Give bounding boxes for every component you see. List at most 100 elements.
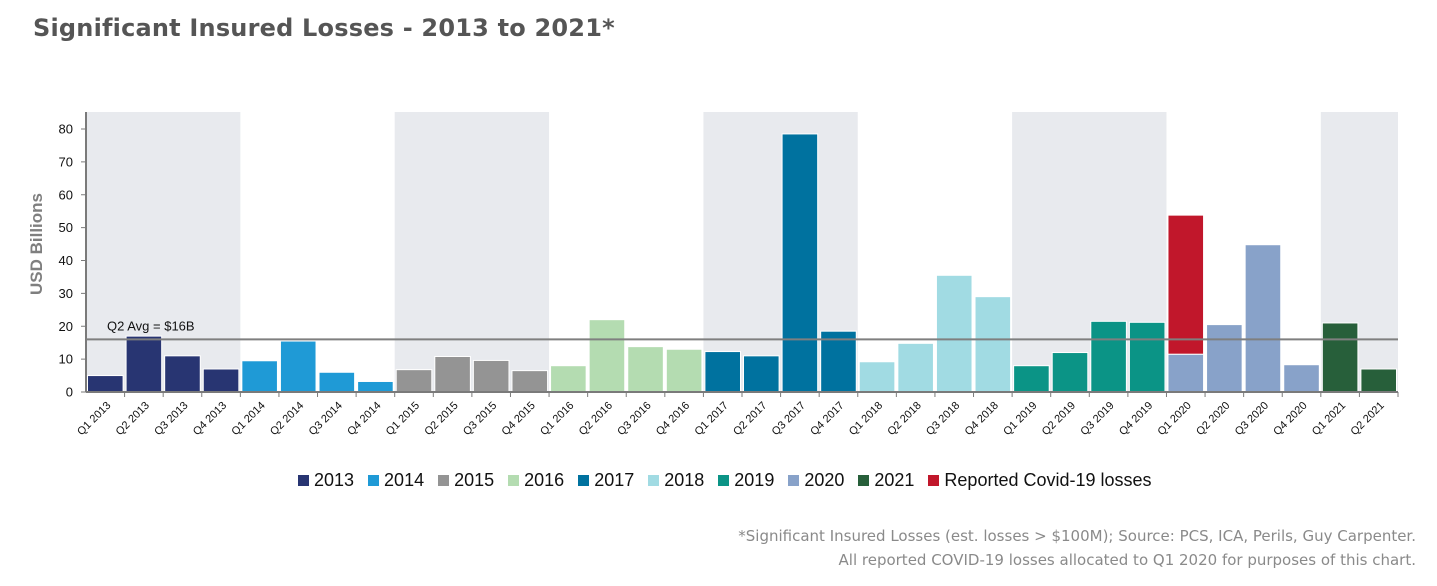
chart-legend: 2013 2014 2015 2016 2017 2018 2019 2020 2021 Repo… bbox=[0, 470, 1437, 491]
bar bbox=[1321, 322, 1359, 393]
footnote-covid-note: All reported COVID-19 losses allocated t… bbox=[838, 551, 1416, 569]
y-tick-label: 0 bbox=[66, 385, 73, 400]
legend-item: 2017 bbox=[578, 470, 634, 491]
y-tick-label: 40 bbox=[59, 253, 73, 268]
chart-title: Significant Insured Losses - 2013 to 202… bbox=[33, 14, 615, 42]
x-tick-label: Q3 2017 bbox=[770, 400, 808, 438]
x-tick-label: Q2 2016 bbox=[577, 400, 615, 438]
bar bbox=[1090, 320, 1127, 393]
legend-label: 2017 bbox=[594, 470, 635, 490]
x-tick-label: Q4 2017 bbox=[808, 400, 846, 438]
bar bbox=[511, 370, 549, 393]
legend-swatch bbox=[368, 475, 380, 486]
legend-swatch bbox=[858, 475, 870, 486]
bar bbox=[434, 355, 471, 393]
x-tick-label: Q1 2014 bbox=[229, 400, 267, 438]
bar bbox=[1206, 324, 1243, 393]
y-tick-label: 30 bbox=[59, 286, 73, 301]
legend-label: 2020 bbox=[804, 470, 845, 490]
legend-item: 2016 bbox=[508, 470, 564, 491]
x-tick-label: Q1 2013 bbox=[75, 400, 113, 438]
bar bbox=[279, 340, 317, 393]
bar bbox=[164, 355, 201, 393]
legend-swatch bbox=[788, 475, 800, 486]
bar bbox=[897, 342, 934, 393]
bar bbox=[1244, 244, 1282, 393]
bar bbox=[588, 319, 626, 393]
x-tick-label: Q4 2013 bbox=[191, 400, 229, 438]
legend-swatch bbox=[578, 475, 590, 486]
x-tick-label: Q1 2021 bbox=[1310, 400, 1348, 438]
x-tick-label: Q2 2014 bbox=[268, 400, 306, 438]
year-shade-band bbox=[86, 112, 241, 392]
x-tick-label: Q3 2015 bbox=[461, 400, 499, 438]
x-tick-label: Q3 2020 bbox=[1233, 400, 1271, 438]
y-axis-title: USD Billions bbox=[27, 193, 46, 295]
legend-label: Reported Covid-19 losses bbox=[944, 470, 1152, 490]
footnote-source: *Significant Insured Losses (est. losses… bbox=[738, 527, 1416, 545]
bar bbox=[472, 359, 510, 393]
bar bbox=[858, 361, 896, 393]
legend-label: 2014 bbox=[384, 470, 425, 490]
bar bbox=[743, 355, 780, 393]
bar bbox=[318, 371, 356, 393]
legend-label: 2015 bbox=[454, 470, 495, 490]
bar bbox=[704, 351, 741, 393]
x-tick-label: Q1 2015 bbox=[384, 400, 422, 438]
x-tick-label: Q3 2013 bbox=[152, 400, 190, 438]
bar bbox=[125, 335, 163, 393]
x-tick-label: Q2 2017 bbox=[731, 400, 769, 438]
x-tick-label: Q3 2019 bbox=[1078, 400, 1116, 438]
x-tick-label: Q3 2016 bbox=[615, 400, 653, 438]
bar bbox=[1360, 368, 1397, 393]
bar bbox=[1128, 321, 1166, 393]
x-tick-label: Q3 2018 bbox=[924, 400, 962, 438]
legend-label: 2021 bbox=[874, 470, 915, 490]
x-tick-label: Q4 2016 bbox=[654, 400, 692, 438]
bar-covid-losses bbox=[1167, 214, 1205, 355]
bar bbox=[665, 348, 703, 393]
x-tick-label: Q1 2019 bbox=[1001, 400, 1039, 438]
bar bbox=[1051, 352, 1089, 393]
legend-swatch bbox=[648, 475, 660, 486]
legend-label: 2019 bbox=[734, 470, 775, 490]
x-tick-label: Q1 2017 bbox=[692, 400, 730, 438]
x-tick-label: Q2 2015 bbox=[422, 400, 460, 438]
x-tick-label: Q4 2015 bbox=[500, 400, 538, 438]
year-shade-band bbox=[394, 112, 550, 392]
legend-item: 2020 bbox=[788, 470, 844, 491]
average-reference-label: Q2 Avg = $16B bbox=[107, 318, 195, 333]
x-tick-label: Q2 2019 bbox=[1040, 400, 1078, 438]
bar bbox=[202, 368, 240, 393]
bar bbox=[627, 346, 664, 393]
legend-label: 2016 bbox=[524, 470, 565, 490]
bar bbox=[1283, 364, 1320, 393]
legend-item: 2021 bbox=[858, 470, 914, 491]
legend-item: Reported Covid-19 losses bbox=[928, 470, 1152, 491]
legend-label: 2013 bbox=[314, 470, 355, 490]
x-tick-label: Q2 2013 bbox=[114, 400, 152, 438]
legend-swatch bbox=[438, 475, 450, 486]
y-tick-label: 60 bbox=[59, 187, 73, 202]
bar bbox=[974, 296, 1012, 393]
legend-swatch bbox=[928, 475, 940, 486]
bar bbox=[781, 133, 819, 393]
legend-item: 2019 bbox=[718, 470, 774, 491]
x-tick-label: Q2 2021 bbox=[1348, 400, 1386, 438]
x-tick-label: Q4 2019 bbox=[1117, 400, 1155, 438]
legend-item: 2015 bbox=[438, 470, 494, 491]
legend-item: 2013 bbox=[298, 470, 354, 491]
y-tick-label: 80 bbox=[59, 122, 73, 137]
bar bbox=[357, 380, 394, 393]
bar bbox=[241, 360, 278, 393]
bar bbox=[550, 365, 587, 393]
legend-label: 2018 bbox=[664, 470, 705, 490]
x-tick-label: Q1 2016 bbox=[538, 400, 576, 438]
bar bbox=[935, 274, 973, 393]
bar bbox=[395, 369, 433, 393]
legend-item: 2014 bbox=[368, 470, 424, 491]
x-tick-label: Q2 2020 bbox=[1194, 400, 1232, 438]
x-tick-label: Q4 2014 bbox=[345, 400, 383, 438]
y-tick-label: 20 bbox=[59, 319, 73, 334]
